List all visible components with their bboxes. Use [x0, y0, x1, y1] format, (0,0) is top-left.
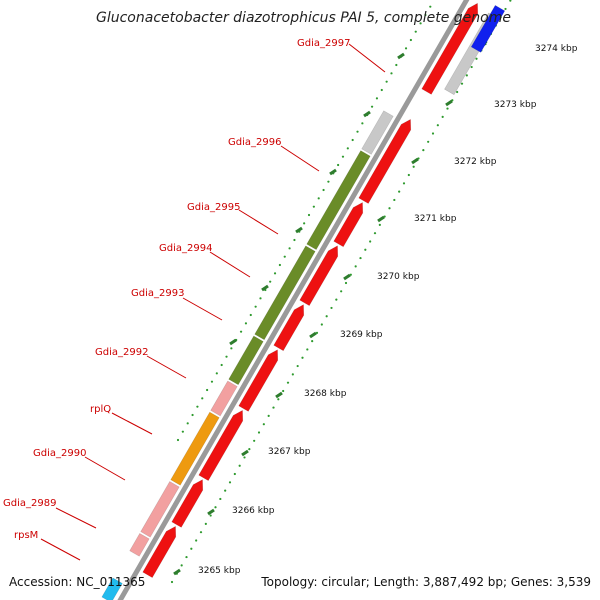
gene-feature — [170, 411, 220, 486]
gene-label: Gdia_2996 — [228, 137, 281, 148]
gene-feature — [273, 304, 305, 352]
gene-feature — [421, 2, 479, 95]
gene-feature — [228, 335, 264, 386]
scale-label: 3271 kbp — [414, 214, 457, 224]
gene-feature — [358, 118, 412, 204]
scale-label: 3273 kbp — [494, 100, 537, 110]
gene-feature — [129, 532, 150, 557]
major-ticks — [173, 41, 487, 576]
gene-label: Gdia_2994 — [159, 243, 212, 254]
genome-backbone — [115, 0, 470, 600]
gene-feature — [254, 245, 316, 341]
gene-feature — [198, 409, 244, 482]
gene-label: Gdia_2995 — [187, 202, 240, 213]
gene-feature — [306, 150, 371, 251]
scale-labels: 3265 kbp 3266 kbp 3267 kbp 3268 kbp 3269 kbp… — [198, 44, 578, 576]
gene-feature — [470, 4, 506, 53]
scale-label: 3268 kbp — [304, 389, 347, 399]
scale-label: 3265 kbp — [198, 566, 241, 576]
gene-label: Gdia_2993 — [131, 288, 184, 299]
scale-label: 3272 kbp — [454, 157, 497, 167]
gene-feature — [361, 110, 394, 155]
scale-label: 3266 kbp — [232, 506, 275, 516]
gene-feature — [101, 577, 123, 600]
gene-feature — [142, 525, 177, 579]
accession-text: Accession: NC_011365 — [9, 575, 146, 589]
gene-feature — [140, 481, 180, 538]
gene-label: Gdia_2992 — [95, 347, 148, 358]
gene-label: Gdia_2990 — [33, 448, 86, 459]
gene-features — [101, 2, 506, 600]
minor-ticks — [170, 0, 512, 584]
gene-feature — [238, 349, 279, 412]
gene-label: Gdia_2997 — [297, 38, 350, 49]
genome-title: Gluconacetobacter diazotrophicus PAI 5, … — [96, 10, 511, 26]
gene-label: Gdia_2989 — [3, 498, 56, 509]
scale-label: 3269 kbp — [340, 330, 383, 340]
gene-feature — [333, 201, 364, 248]
genome-summary-text: Topology: circular; Length: 3,887,492 bp… — [261, 575, 591, 589]
gene-label: rpsM — [14, 530, 38, 541]
gene-feature — [171, 479, 204, 528]
scale-label: 3274 kbp — [535, 44, 578, 54]
scale-label: 3267 kbp — [268, 447, 311, 457]
scale-label: 3270 kbp — [377, 272, 420, 282]
gene-label: rplQ — [90, 404, 111, 415]
gene-feature — [299, 245, 339, 307]
gene-feature — [210, 380, 238, 417]
gene-labels: Gdia_2997 Gdia_2996 Gdia_2995 Gdia_2994 Gdia… — [3, 38, 386, 561]
